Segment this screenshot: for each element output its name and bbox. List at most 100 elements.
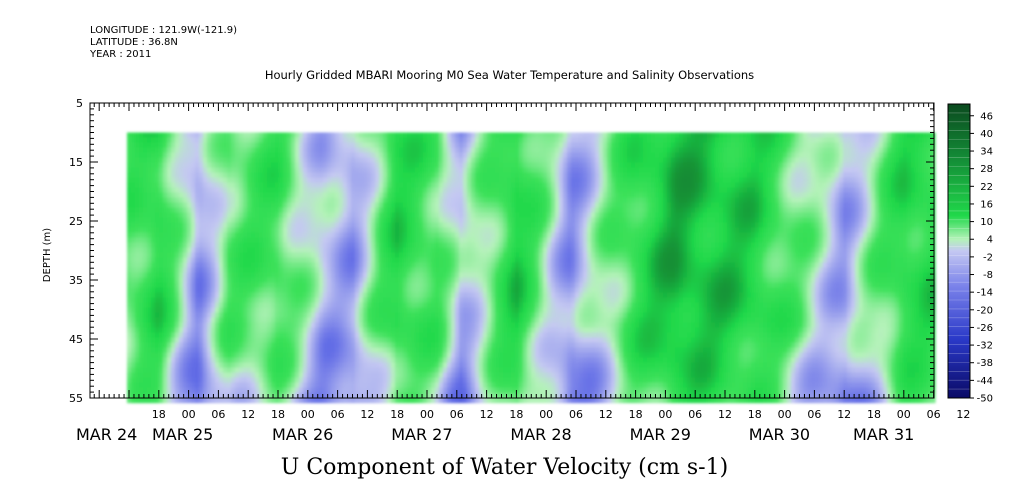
heatmap-cell — [171, 337, 176, 344]
heatmap-cell — [339, 262, 344, 269]
heatmap-cell — [459, 317, 464, 324]
heatmap-cell — [331, 157, 336, 164]
heatmap-cell — [295, 212, 300, 219]
heatmap-cell — [211, 397, 216, 404]
heatmap-cell — [147, 397, 152, 404]
heatmap-cell — [179, 212, 184, 219]
heatmap-cell — [279, 182, 284, 189]
heatmap-cell — [219, 352, 224, 359]
heatmap-cell — [431, 212, 436, 219]
heatmap-cell — [319, 337, 324, 344]
heatmap-cell — [319, 387, 324, 394]
heatmap-cell — [443, 372, 448, 379]
heatmap-cell — [327, 307, 332, 314]
heatmap-cell — [347, 252, 352, 259]
heatmap-cell — [475, 312, 480, 319]
heatmap-cell — [475, 247, 480, 254]
heatmap-cell — [403, 397, 408, 404]
heatmap-cell — [403, 307, 408, 314]
heatmap-cell — [483, 252, 488, 259]
heatmap-cell — [335, 162, 340, 169]
heatmap-cell — [135, 362, 140, 369]
heatmap-cell — [419, 392, 424, 399]
heatmap-cell — [399, 292, 404, 299]
heatmap-cell — [279, 387, 284, 394]
heatmap-cell — [279, 172, 284, 179]
heatmap-cell — [455, 372, 460, 379]
heatmap-cell — [363, 302, 368, 309]
heatmap-cell — [395, 372, 400, 379]
heatmap-cell — [415, 257, 420, 264]
heatmap-cell — [439, 217, 444, 224]
heatmap-cell — [195, 342, 200, 349]
heatmap-cell — [399, 327, 404, 334]
heatmap-cell — [335, 197, 340, 204]
heatmap-cell — [487, 372, 492, 379]
heatmap-cell — [431, 232, 436, 239]
heatmap-cell — [299, 247, 304, 254]
heatmap-cell — [207, 242, 212, 249]
heatmap-cell — [207, 397, 212, 404]
heatmap-cell — [227, 277, 232, 284]
heatmap-cell — [451, 347, 456, 354]
heatmap-cell — [439, 212, 444, 219]
heatmap-cell — [155, 162, 160, 169]
heatmap-cell — [227, 137, 232, 144]
heatmap-cell — [423, 247, 428, 254]
heatmap-cell — [175, 307, 180, 314]
heatmap-cell — [347, 367, 352, 374]
heatmap-cell — [167, 362, 172, 369]
heatmap-cell — [307, 382, 312, 389]
heatmap-cell — [395, 142, 400, 149]
heatmap-cell — [219, 222, 224, 229]
heatmap-cell — [295, 137, 300, 144]
heatmap-cell — [487, 247, 492, 254]
heatmap-cell — [291, 302, 296, 309]
heatmap-cell — [479, 217, 484, 224]
heatmap-cell — [235, 247, 240, 254]
heatmap-cell — [483, 292, 488, 299]
heatmap-cell — [439, 197, 444, 204]
heatmap-cell — [487, 132, 492, 139]
heatmap-cell — [419, 157, 424, 164]
heatmap-cell — [163, 297, 168, 304]
heatmap-cell — [179, 312, 184, 319]
heatmap-cell — [359, 192, 364, 199]
heatmap-cell — [431, 252, 436, 259]
heatmap-cell — [487, 382, 492, 389]
heatmap-cell — [283, 362, 288, 369]
heatmap-cell — [403, 202, 408, 209]
heatmap-cell — [299, 297, 304, 304]
heatmap-cell — [307, 282, 312, 289]
heatmap-cell — [155, 187, 160, 194]
heatmap-cell — [431, 162, 436, 169]
heatmap-cell — [183, 172, 188, 179]
heatmap-cell — [339, 147, 344, 154]
heatmap-cell — [167, 132, 172, 139]
heatmap-cell — [323, 222, 328, 229]
heatmap-cell — [403, 337, 408, 344]
heatmap-cell — [355, 147, 360, 154]
heatmap-cell — [223, 307, 228, 314]
heatmap-cell — [227, 237, 232, 244]
heatmap-cell — [435, 307, 440, 314]
heatmap-cell — [267, 242, 272, 249]
heatmap-cell — [159, 332, 164, 339]
heatmap-cell — [135, 187, 140, 194]
heatmap-cell — [283, 332, 288, 339]
heatmap-cell — [179, 392, 184, 399]
heatmap-cell — [219, 172, 224, 179]
heatmap-cell — [379, 342, 384, 349]
heatmap-cell — [167, 152, 172, 159]
heatmap-cell — [355, 397, 360, 404]
heatmap-cell — [487, 302, 492, 309]
heatmap-cell — [351, 197, 356, 204]
heatmap-cell — [211, 372, 216, 379]
heatmap-cell — [211, 137, 216, 144]
heatmap-cell — [383, 157, 388, 164]
heatmap-cell — [163, 132, 168, 139]
heatmap-cell — [487, 232, 492, 239]
heatmap-cell — [379, 162, 384, 169]
heatmap-cell — [155, 342, 160, 349]
heatmap-cell — [187, 337, 192, 344]
